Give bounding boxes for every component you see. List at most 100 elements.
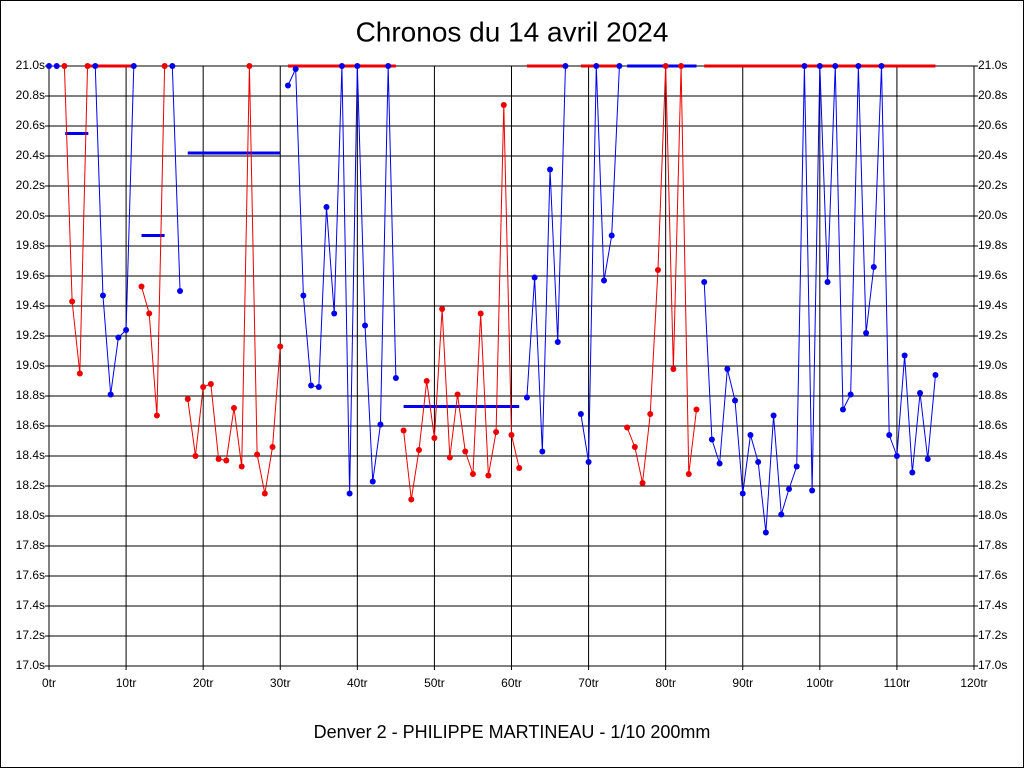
x-tick-label: 100tr — [806, 676, 833, 690]
point — [917, 390, 924, 396]
point — [369, 478, 376, 485]
point — [755, 459, 762, 465]
point — [662, 63, 669, 69]
point — [493, 429, 500, 435]
point — [832, 63, 839, 69]
point — [778, 511, 785, 518]
y2-tick-label: 20.2s — [978, 178, 1007, 192]
point — [732, 397, 739, 404]
y-tick-label: 20.0s — [16, 208, 45, 222]
point — [516, 465, 523, 471]
point — [654, 267, 661, 273]
y2-tick-label: 17.8s — [978, 538, 1007, 552]
y-tick-label: 20.6s — [16, 118, 45, 132]
point — [793, 463, 800, 470]
x-tick-label: 50tr — [424, 676, 445, 690]
point — [870, 264, 877, 270]
point — [701, 279, 708, 285]
y-tick-label: 20.4s — [16, 148, 45, 162]
point — [431, 435, 438, 441]
x-tick-label: 0tr — [42, 676, 56, 690]
y-tick-label: 21.0s — [16, 58, 45, 72]
point — [99, 292, 106, 299]
point — [315, 384, 322, 390]
y-tick-label: 19.0s — [16, 358, 45, 372]
point — [69, 298, 76, 305]
point — [631, 444, 638, 450]
point — [130, 63, 137, 69]
point — [531, 274, 538, 281]
point — [354, 63, 361, 69]
y-tick-label: 17.2s — [16, 628, 45, 642]
point — [878, 63, 885, 69]
series-line — [580, 65, 620, 463]
y-tick-label: 19.2s — [16, 328, 45, 342]
y2-tick-label: 18.4s — [978, 448, 1007, 462]
point — [932, 372, 939, 378]
y2-tick-label: 19.2s — [978, 328, 1007, 342]
point — [924, 456, 931, 462]
series-line — [141, 65, 166, 416]
point — [277, 343, 284, 350]
chart-title: Chronos du 14 avril 2024 — [356, 16, 669, 47]
x-tick-label: 40tr — [347, 676, 368, 690]
series-line — [626, 65, 697, 484]
point — [115, 334, 122, 341]
y-tick-label: 18.0s — [16, 508, 45, 522]
point — [539, 448, 546, 455]
y2-tick-label: 19.4s — [978, 298, 1007, 312]
point — [616, 63, 623, 69]
point — [246, 63, 253, 69]
point — [153, 412, 160, 419]
point — [523, 394, 530, 401]
x-tick-label: 120tr — [960, 676, 987, 690]
x-tick-label: 80tr — [655, 676, 676, 690]
series-line — [63, 65, 89, 374]
x-tick-label: 110tr — [884, 676, 910, 690]
point — [816, 63, 823, 69]
point — [670, 366, 677, 372]
point — [446, 454, 453, 461]
point — [177, 288, 184, 294]
point — [639, 480, 646, 486]
point — [223, 457, 230, 464]
point — [92, 63, 99, 69]
point — [508, 432, 515, 438]
point — [423, 378, 430, 384]
point — [685, 471, 692, 477]
point — [238, 463, 245, 470]
point — [824, 279, 831, 285]
point — [123, 327, 130, 333]
point — [647, 411, 654, 417]
point — [909, 469, 916, 476]
point — [215, 456, 222, 462]
point — [863, 330, 870, 336]
y2-tick-label: 20.4s — [978, 148, 1007, 162]
point — [855, 63, 862, 69]
point — [439, 306, 446, 312]
x-tick-label: 60tr — [501, 676, 522, 690]
y2-tick-label: 20.8s — [978, 88, 1007, 102]
y-tick-label: 18.2s — [16, 478, 45, 492]
point — [608, 232, 615, 239]
point — [454, 391, 461, 398]
point — [554, 339, 561, 345]
y-tick-label: 18.4s — [16, 448, 45, 462]
y-tick-label: 19.6s — [16, 268, 45, 282]
point — [577, 411, 584, 417]
y-tick-label: 17.0s — [16, 658, 45, 672]
y2-tick-label: 18.6s — [978, 418, 1007, 432]
point — [308, 382, 315, 389]
point — [46, 63, 52, 69]
point — [338, 63, 345, 69]
point — [462, 448, 469, 455]
point — [786, 486, 792, 492]
point — [547, 166, 554, 173]
y2-tick-label: 17.4s — [978, 598, 1007, 612]
series-line — [403, 104, 520, 500]
point — [500, 102, 507, 108]
point — [323, 204, 330, 210]
y-tick-label: 17.4s — [16, 598, 45, 612]
point — [809, 487, 816, 494]
